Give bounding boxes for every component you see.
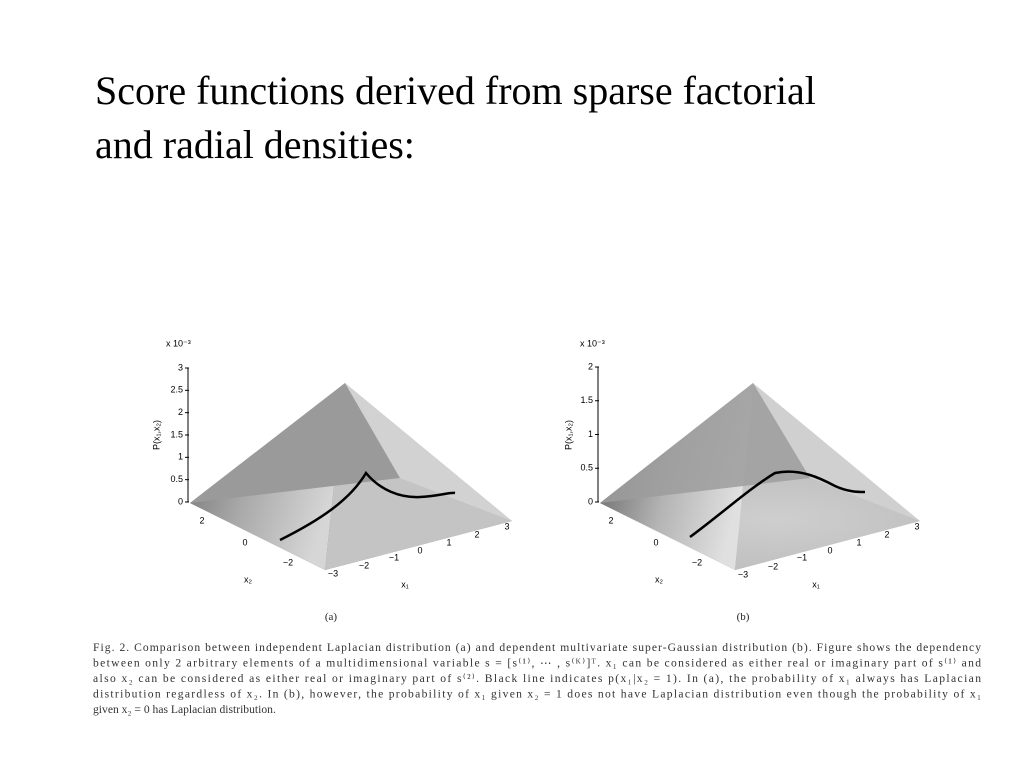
z-axis-label: P(x₁,x₂) <box>151 420 161 450</box>
z-tick-label: 0.5 <box>580 463 593 473</box>
x2-tick-label: −2 <box>283 557 293 567</box>
x1-tick-label: −2 <box>359 560 369 570</box>
x2-tick-label: 0 <box>242 537 247 547</box>
title-line: and radial densities: <box>95 122 415 167</box>
x1-tick-label: 3 <box>504 521 509 531</box>
caption-line: distribution regardless of x₂. In (b), h… <box>93 688 981 701</box>
x1-tick-label: 1 <box>856 537 861 547</box>
x1-tick-label: −1 <box>797 552 807 562</box>
caption-line: given x₂ = 0 has Laplacian distribution. <box>93 703 276 716</box>
x2-axis-label: x₂ <box>655 574 664 584</box>
x1-tick-label: −3 <box>328 568 338 578</box>
z-tick-label: 0 <box>178 496 183 506</box>
z-exponent: x 10⁻³ <box>580 338 605 348</box>
surface-a <box>187 368 512 570</box>
caption-line: Fig. 2. Comparison between independent L… <box>93 641 981 654</box>
z-tick-label: 2.5 <box>170 385 183 395</box>
z-axis-label: P(x₁,x₂) <box>563 420 573 450</box>
x1-tick-label: 3 <box>914 521 919 531</box>
x1-tick-label: −2 <box>768 561 778 571</box>
z-tick-label: 1.5 <box>580 395 593 405</box>
z-tick-label: 0 <box>588 496 593 506</box>
x2-tick-label: 2 <box>608 515 613 525</box>
x1-tick-label: 2 <box>884 529 889 539</box>
x2-tick-label: 0 <box>653 537 658 547</box>
x2-axis-label: x₂ <box>244 574 253 584</box>
x1-tick-label: 1 <box>446 537 451 547</box>
sublabel: (a) <box>325 611 338 623</box>
z-tick-label: 3 <box>178 362 183 372</box>
x1-axis-label: x₁ <box>401 579 409 589</box>
x1-tick-label: −3 <box>738 569 748 579</box>
title-line: Score functions derived from sparse fact… <box>95 68 816 113</box>
z-tick-label: 0.5 <box>170 474 183 484</box>
sublabel: (b) <box>737 611 750 623</box>
surface-b <box>597 367 920 570</box>
x1-tick-label: 2 <box>474 529 479 539</box>
z-tick-label: 1 <box>178 452 183 462</box>
caption-line: also x₂ can be considered as either real… <box>93 672 981 685</box>
x2-tick-label: −2 <box>692 557 702 567</box>
z-tick-label: 2 <box>588 361 593 371</box>
z-tick-label: 1 <box>588 429 593 439</box>
z-exponent: x 10⁻³ <box>166 338 191 348</box>
x2-tick-label: 2 <box>199 515 204 525</box>
caption-line: between only 2 arbitrary elements of a m… <box>93 657 981 670</box>
x1-tick-label: 0 <box>827 545 832 555</box>
x1-tick-label: −1 <box>389 552 399 562</box>
z-tick-label: 1.5 <box>170 429 183 439</box>
x1-axis-label: x₁ <box>812 579 820 589</box>
x1-tick-label: 0 <box>417 545 422 555</box>
z-tick-label: 2 <box>178 407 183 417</box>
